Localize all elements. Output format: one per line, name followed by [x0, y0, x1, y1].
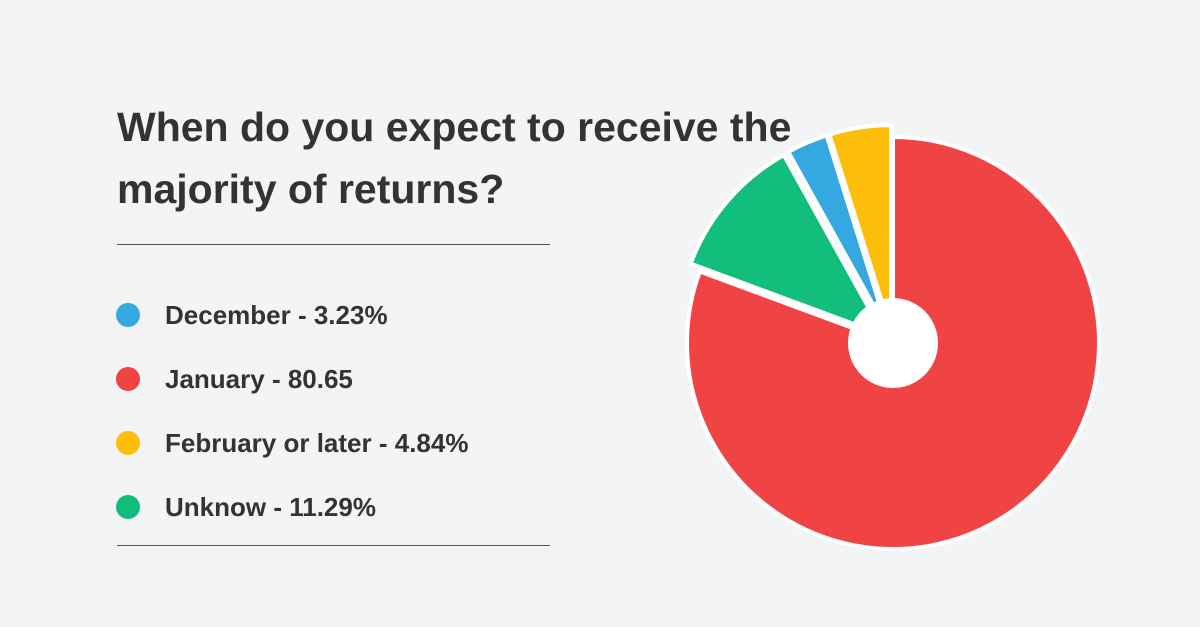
divider [117, 545, 550, 546]
pie-slice [786, 133, 891, 334]
legend-swatch [116, 495, 140, 519]
divider [117, 244, 550, 245]
legend-label: January - 80.65 [165, 363, 353, 394]
pie-slice [688, 153, 886, 338]
legend-item: Unknow - 11.29% [116, 475, 468, 539]
legend-label: February or later - 4.84% [165, 427, 469, 458]
legend-item: December - 3.23% [116, 283, 468, 347]
legend-label: Unknow - 11.29% [165, 491, 376, 522]
pie-slice [827, 123, 894, 334]
legend-item: February or later - 4.84% [116, 411, 468, 475]
legend-label: December - 3.23% [165, 299, 388, 330]
legend-swatch [116, 367, 140, 391]
pie-hole [848, 298, 938, 388]
legend-swatch [116, 303, 140, 327]
legend-swatch [116, 431, 140, 455]
pie-slice [685, 135, 1101, 551]
legend: December - 3.23% January - 80.65 February … [116, 283, 468, 539]
chart-title: When do you expect to receive the majori… [117, 104, 792, 212]
legend-item: January - 80.65 [116, 347, 468, 411]
